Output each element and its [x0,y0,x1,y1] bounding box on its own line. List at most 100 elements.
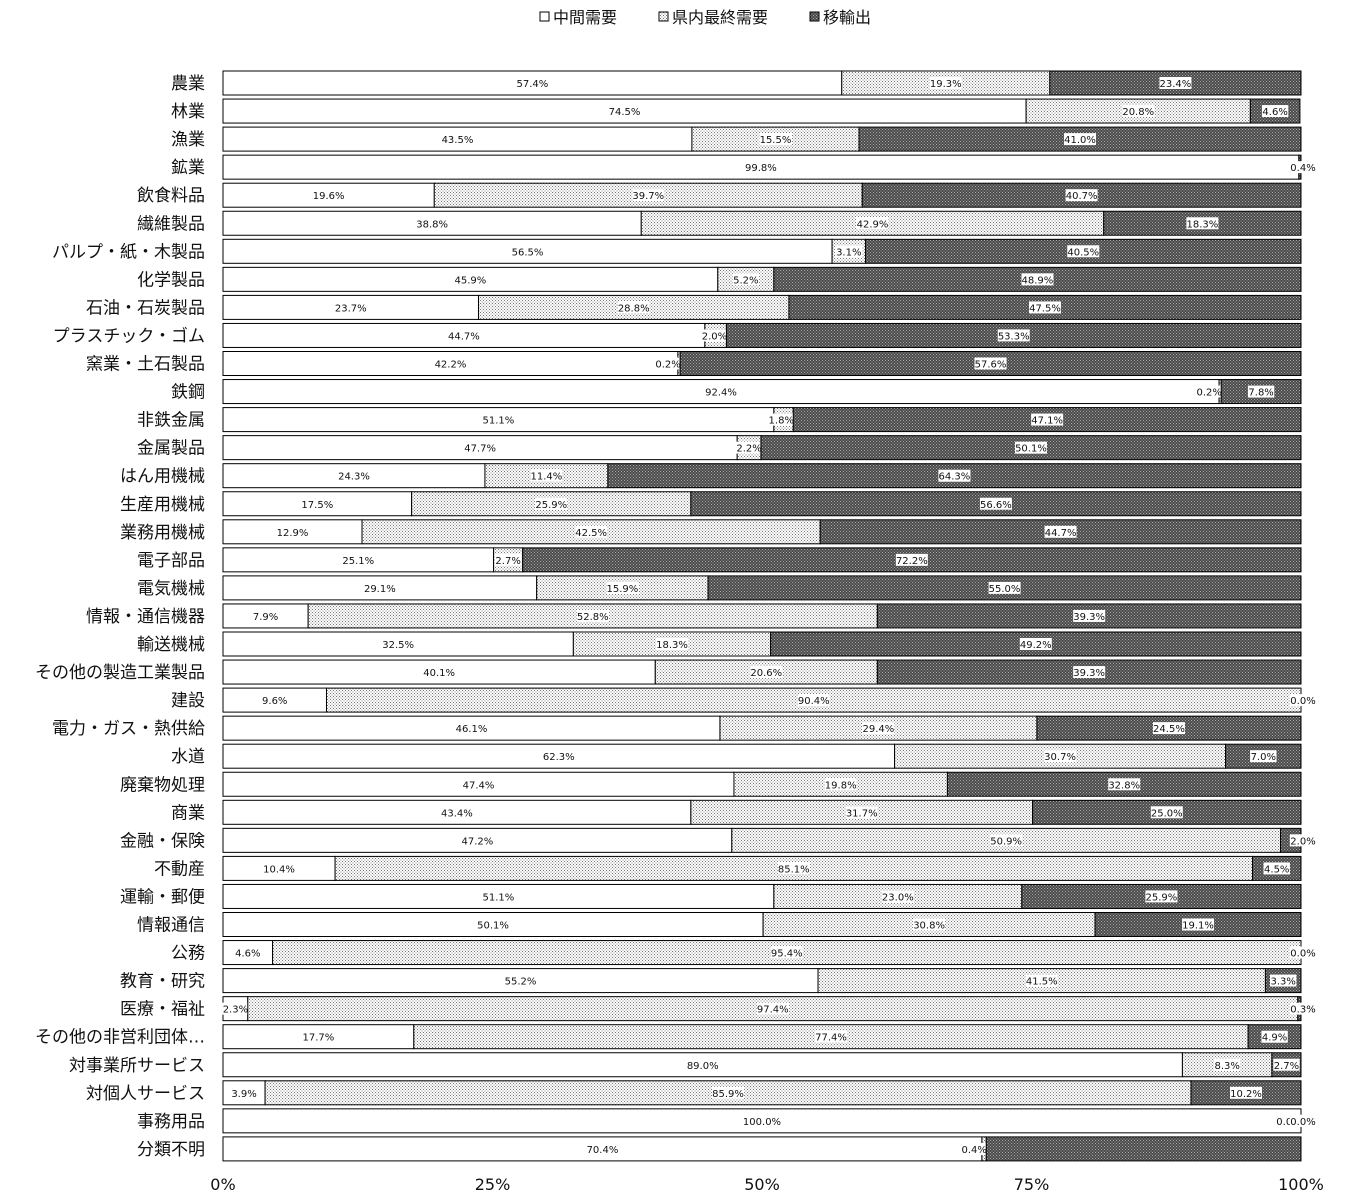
data-label: 5.2% [733,275,758,286]
data-label-bg [1289,694,1317,707]
data-label-bg [416,217,449,230]
data-label: 55.2% [505,977,537,988]
category-label: 林業 [171,102,205,122]
data-label-bg [744,161,777,174]
category-label: 商業 [171,803,205,823]
bar-segment [841,70,1051,96]
data-label-bg [586,1142,619,1155]
data-label-bg [230,1086,258,1099]
data-label-bg [312,189,345,202]
data-label: 56.6% [980,500,1012,511]
data-label: 47.5% [1029,303,1061,314]
data-label-bg [701,329,728,342]
data-label-bg [382,638,415,650]
data-label: 57.6% [975,360,1007,371]
legend-swatch [539,11,550,22]
data-label-bg [1270,974,1297,987]
data-label: 43.5% [442,135,474,146]
data-label-bg [1044,525,1077,538]
category-label: 分類不明 [137,1140,205,1160]
data-label: 25.0% [1151,808,1183,819]
data-label: 4.5% [1264,864,1289,875]
data-label: 40.1% [423,668,455,679]
category-label: 金融・保険 [120,831,205,851]
data-label-bg [477,918,510,931]
data-label-bg [979,497,1012,510]
data-label: 47.2% [462,836,494,847]
data-label-bg [895,553,928,566]
data-label-bg [252,609,279,622]
category-label: 情報通信 [137,916,205,936]
data-label: 46.1% [456,724,488,735]
data-label-bg [712,1086,745,1099]
data-label: 25.9% [1146,892,1178,903]
category-label: 飲食料品 [137,186,205,206]
data-label-bg [482,890,515,903]
data-label-bg [1289,161,1317,174]
data-label-bg [750,666,783,679]
data-label: 51.1% [483,892,515,903]
data-label-bg [1261,1030,1288,1043]
data-label: 23.7% [335,303,367,314]
data-label: 50.1% [477,921,509,932]
data-label-bg [1250,750,1277,763]
data-label: 19.8% [825,780,857,791]
data-label: 30.7% [1044,752,1076,763]
data-label-bg [504,974,537,987]
data-label-bg [464,441,497,454]
data-label-bg [1014,441,1047,454]
data-label: 15.9% [607,584,639,595]
data-label-bg [1028,301,1061,314]
data-label: 64.3% [939,472,971,483]
data-label: 19.1% [1182,921,1214,932]
data-label: 77.4% [815,1033,847,1044]
data-label: 56.5% [512,247,544,258]
data-label: 29.1% [364,584,396,595]
data-label: 0.3% [1290,1005,1315,1016]
category-label: 漁業 [171,130,205,150]
data-label: 31.7% [846,808,878,819]
category-label: 教育・研究 [120,972,205,992]
legend-swatch [658,11,669,22]
data-label: 0.2% [1197,388,1222,399]
data-label: 43.4% [441,808,473,819]
data-label-bg [990,834,1023,847]
data-label: 2.3% [223,1005,248,1016]
data-label: 99.8% [745,163,777,174]
data-label: 0.0% [1290,696,1315,707]
category-label: 農業 [171,74,205,94]
data-label: 29.4% [863,724,895,735]
data-label-bg [654,357,682,370]
data-label-bg [337,469,370,482]
data-label: 85.1% [778,864,810,875]
category-label: 業務用機械 [120,523,205,543]
data-label-bg [1273,1058,1300,1071]
data-label-bg [862,722,895,735]
data-label: 44.7% [448,331,480,342]
data-label-bg [511,245,544,258]
data-label: 0.2% [655,360,680,371]
data-label: 45.9% [455,275,487,286]
data-label-bg [617,301,650,314]
data-label: 10.4% [263,864,295,875]
category-label: 廃棄物処理 [120,775,205,795]
x-tick-label: 25% [475,1175,511,1194]
data-label: 2.2% [736,444,761,455]
data-label: 52.8% [577,612,609,623]
data-label: 28.8% [618,303,650,314]
legend-swatch [809,11,820,22]
data-label-bg [1108,778,1141,791]
data-label: 2.0% [1290,836,1315,847]
data-label-bg [1025,974,1058,987]
data-label-bg [881,890,914,903]
category-label: 窯業・土石製品 [86,355,205,375]
category-label: 運輸・郵便 [120,887,205,907]
data-label-bg [263,862,296,875]
data-label: 48.9% [1022,275,1054,286]
data-label: 40.5% [1067,247,1099,258]
data-label: 53.3% [998,331,1030,342]
data-label-bg [461,834,494,847]
category-label: 生産用機械 [120,495,205,515]
data-label-bg [301,497,334,510]
